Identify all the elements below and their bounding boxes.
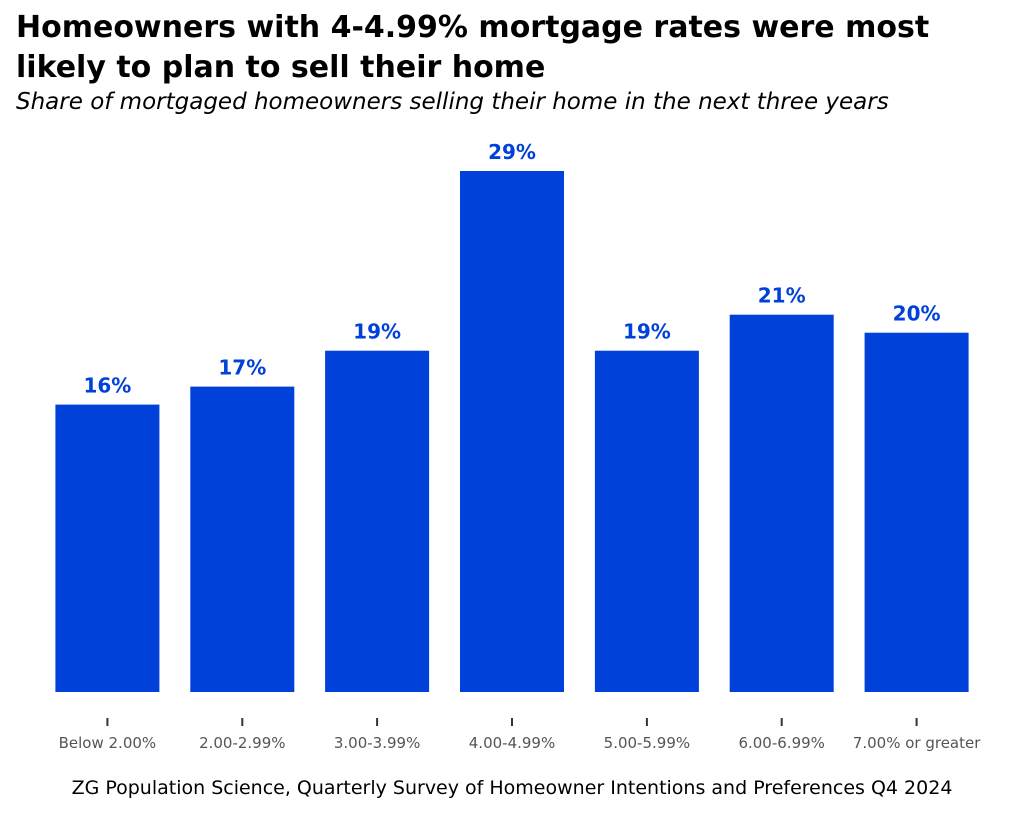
source-caption: ZG Population Science, Quarterly Survey … xyxy=(71,777,953,799)
x-tick-label-6: 7.00% or greater xyxy=(853,734,981,752)
bar-1 xyxy=(190,386,295,692)
bar-value-label-5: 21% xyxy=(758,284,806,308)
x-tick-label-0: Below 2.00% xyxy=(59,734,157,752)
x-tick-label-2: 3.00-3.99% xyxy=(334,734,420,752)
bar-0 xyxy=(55,404,160,692)
x-tick-label-3: 4.00-4.99% xyxy=(469,734,555,752)
bar-value-label-6: 20% xyxy=(893,302,941,326)
bar-value-label-2: 19% xyxy=(353,320,401,344)
bar-value-label-0: 16% xyxy=(83,374,131,398)
chart-subtitle: Share of mortgaged homeowners selling th… xyxy=(16,89,889,115)
bar-5 xyxy=(729,314,834,692)
x-tick-label-4: 5.00-5.99% xyxy=(604,734,690,752)
bar-6 xyxy=(864,332,969,692)
bar-2 xyxy=(325,350,430,692)
x-tick-label-5: 6.00-6.99% xyxy=(738,734,824,752)
bar-3 xyxy=(460,171,564,692)
bar-4 xyxy=(594,350,699,692)
bar-value-label-4: 19% xyxy=(623,320,671,344)
x-tick-label-1: 2.00-2.99% xyxy=(199,734,285,752)
bar-value-label-1: 17% xyxy=(218,356,266,380)
bar-value-label-3: 29% xyxy=(488,140,536,164)
chart-title: Homeowners with 4-4.99% mortgage rates w… xyxy=(16,10,930,85)
